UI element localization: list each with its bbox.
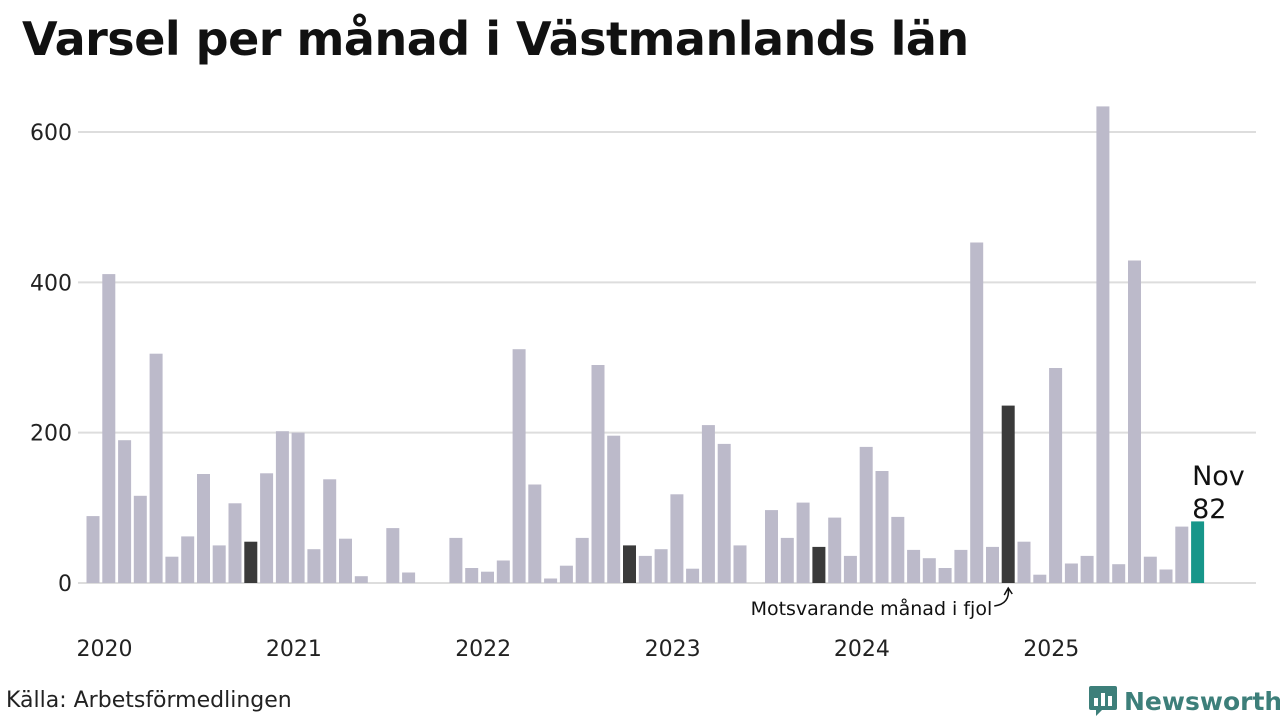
bars bbox=[86, 106, 1205, 584]
bar bbox=[228, 503, 242, 583]
bar bbox=[118, 440, 132, 583]
bar bbox=[165, 556, 179, 583]
bar bbox=[733, 545, 747, 583]
bar bbox=[465, 568, 479, 583]
bar bbox=[1143, 556, 1157, 583]
bar bbox=[307, 549, 321, 583]
bar bbox=[86, 516, 100, 583]
grid-lines bbox=[78, 131, 1256, 584]
bar bbox=[512, 349, 526, 583]
bar bbox=[197, 474, 210, 583]
bar bbox=[291, 432, 305, 583]
bar bbox=[528, 484, 542, 583]
bar-previous-year bbox=[812, 546, 826, 583]
y-tick-label: 600 bbox=[30, 121, 72, 146]
bar-previous-year bbox=[1001, 405, 1015, 583]
bar bbox=[843, 555, 857, 583]
bar bbox=[607, 435, 621, 583]
bar bbox=[544, 578, 558, 583]
bar bbox=[796, 502, 810, 583]
bar-chart: 0 200 400 600 2020 2021 2022 2023 2024 2025 Nov … bbox=[30, 106, 1256, 662]
bar bbox=[654, 549, 668, 583]
bar bbox=[1159, 569, 1173, 583]
bar bbox=[686, 568, 700, 583]
bar bbox=[859, 446, 873, 583]
bar bbox=[481, 571, 494, 583]
bar bbox=[275, 431, 289, 583]
brand-name: Newsworthy bbox=[1124, 686, 1280, 716]
bar bbox=[670, 494, 684, 583]
bar bbox=[828, 517, 842, 583]
bar bbox=[1033, 574, 1047, 583]
y-tick-label: 0 bbox=[58, 572, 72, 597]
y-axis: 0 200 400 600 bbox=[30, 121, 72, 597]
x-axis: 2020 2021 2022 2023 2024 2025 bbox=[77, 637, 1080, 662]
bar bbox=[717, 443, 731, 583]
bar bbox=[1112, 564, 1126, 583]
bar bbox=[496, 560, 510, 584]
bar bbox=[1080, 555, 1094, 583]
bar bbox=[323, 479, 337, 583]
bar bbox=[386, 528, 400, 583]
bar-previous-year bbox=[244, 541, 258, 583]
bar bbox=[907, 549, 921, 583]
bar bbox=[780, 537, 794, 583]
bar bbox=[339, 538, 352, 583]
x-year-label: 2025 bbox=[1023, 637, 1079, 662]
bar-previous-year bbox=[623, 545, 636, 583]
bar bbox=[954, 549, 968, 583]
bar bbox=[922, 558, 936, 583]
y-tick-label: 400 bbox=[30, 271, 72, 296]
y-tick-label: 200 bbox=[30, 422, 72, 447]
chart-title: Varsel per månad i Västmanlands län bbox=[22, 12, 969, 66]
x-year-label: 2022 bbox=[455, 637, 511, 662]
bar bbox=[765, 510, 778, 583]
x-year-label: 2021 bbox=[266, 637, 322, 662]
bar bbox=[149, 353, 163, 583]
bar bbox=[102, 274, 116, 583]
x-year-label: 2020 bbox=[77, 637, 133, 662]
bar bbox=[559, 565, 573, 583]
bar bbox=[449, 537, 463, 583]
bar bbox=[591, 365, 605, 583]
bar bbox=[212, 545, 226, 583]
bar bbox=[575, 537, 589, 583]
bar bbox=[1017, 541, 1031, 583]
x-year-label: 2023 bbox=[645, 637, 701, 662]
previous-year-annotation: Motsvarande månad i fjol bbox=[751, 597, 993, 620]
bar-current-month bbox=[1191, 521, 1205, 583]
bar bbox=[1064, 563, 1078, 583]
highlight-value-label: 82 bbox=[1192, 494, 1226, 525]
x-year-label: 2024 bbox=[834, 637, 890, 662]
bar bbox=[1049, 368, 1063, 583]
bar bbox=[970, 242, 984, 583]
bar bbox=[1175, 526, 1189, 583]
source-label: Källa: Arbetsförmedlingen bbox=[6, 688, 292, 713]
bar bbox=[938, 568, 952, 583]
bar bbox=[986, 546, 999, 583]
bar bbox=[891, 516, 905, 583]
bar bbox=[133, 495, 147, 583]
bar bbox=[638, 555, 652, 583]
bar bbox=[875, 471, 889, 583]
bar bbox=[354, 576, 368, 583]
bar bbox=[1128, 260, 1141, 583]
annotation-arrow bbox=[994, 586, 1013, 607]
chart-bubble-icon bbox=[1089, 686, 1117, 716]
bar bbox=[260, 473, 274, 583]
highlight-month-label: Nov bbox=[1192, 461, 1245, 492]
bar bbox=[1096, 106, 1110, 584]
brand-logo: Newsworthy bbox=[1088, 684, 1280, 718]
bar bbox=[402, 572, 416, 583]
bar bbox=[701, 425, 715, 583]
bar bbox=[181, 536, 195, 583]
annotations: Nov 82 Motsvarande månad i fjol bbox=[751, 461, 1245, 620]
